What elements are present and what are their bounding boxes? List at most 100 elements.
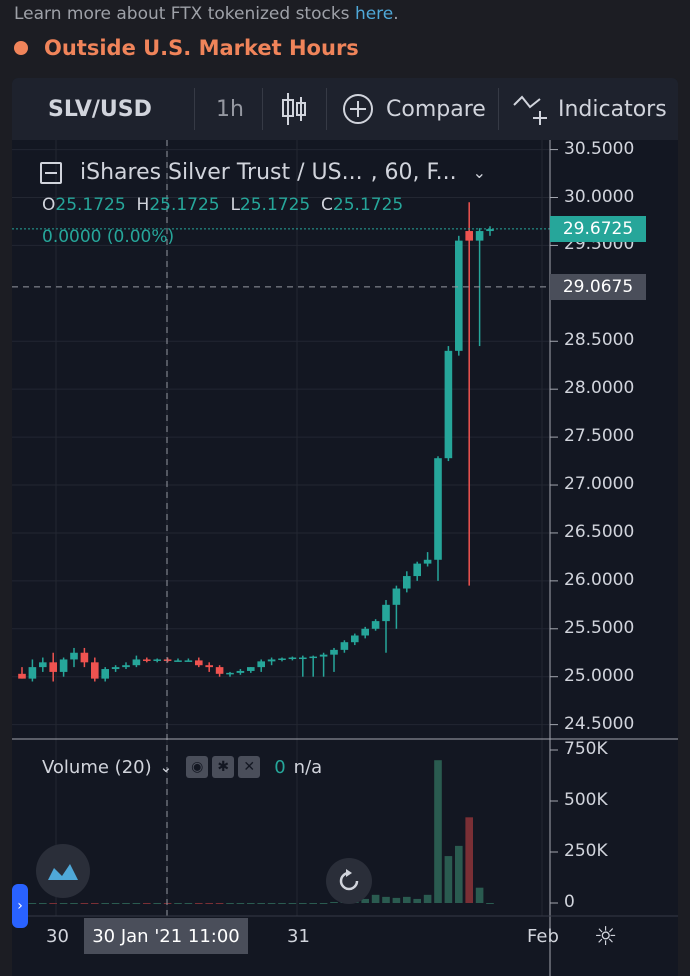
volume-legend[interactable]: Volume (20) ⌄ ◉ ✱ ✕ 0 n/a — [42, 756, 322, 778]
candle-body — [340, 642, 349, 650]
volume-tick-label: 750K — [564, 739, 608, 759]
volume-bar — [132, 903, 141, 904]
here-link[interactable]: here — [354, 4, 394, 24]
logo-button[interactable] — [36, 844, 90, 898]
volume-bar — [236, 903, 245, 904]
price-tick-label: 28.5000 — [564, 330, 635, 351]
volume-bar — [309, 903, 317, 904]
candle-body — [288, 657, 297, 660]
candle-body — [39, 662, 47, 668]
candle-body — [28, 667, 37, 679]
low-label: L — [230, 195, 240, 215]
candle-body — [403, 576, 411, 589]
reset-chart-button[interactable] — [326, 858, 372, 904]
chevron-down-icon[interactable]: ⌄ — [472, 163, 487, 182]
symbol-button[interactable]: SLV/USD — [48, 96, 152, 122]
sun-icon[interactable]: ☼ — [594, 922, 618, 952]
close-icon[interactable]: ✕ — [238, 756, 261, 778]
candle-body — [226, 672, 234, 675]
series-legend[interactable]: iShares Silver Trust / US... , 60, F... … — [40, 160, 486, 185]
interval-button[interactable]: 1h — [216, 96, 244, 122]
last-price-label: 29.6725 — [550, 215, 646, 242]
gear-icon[interactable]: ✱ — [212, 756, 235, 778]
volume-bar — [288, 903, 297, 904]
open-label: O — [42, 195, 56, 215]
volume-bar — [28, 903, 37, 904]
candle-body — [132, 659, 141, 666]
price-tick-label: 24.5000 — [564, 713, 635, 734]
volume-na: n/a — [293, 756, 323, 778]
compare-button[interactable]: Compare — [342, 78, 486, 140]
candle-body — [278, 658, 286, 660]
chart-widget: SLV/USD 1h Compare — [12, 78, 678, 976]
volume-bar — [49, 903, 57, 904]
ftx-info-banner: Learn more about FTX tokenized stocks he… — [14, 4, 399, 24]
chart-type-button[interactable] — [280, 78, 308, 140]
candle-body — [330, 649, 338, 655]
open-value: 25.1725 — [55, 195, 126, 215]
volume-bar — [205, 903, 213, 904]
high-label: H — [136, 195, 150, 215]
candle-body — [382, 604, 390, 622]
price-tick-label: 25.5000 — [564, 617, 635, 638]
candle-body — [247, 667, 255, 671]
candle-body — [18, 673, 26, 679]
price-tick-label: 30.0000 — [564, 186, 635, 207]
crosshair-time-label: 30 Jan '21 11:00 — [84, 918, 248, 954]
price-tick-label: 28.0000 — [564, 378, 635, 399]
side-panel-toggle[interactable]: › — [12, 884, 28, 928]
volume-bar — [330, 901, 338, 903]
candle-body — [309, 656, 317, 659]
candle-body — [70, 652, 78, 660]
volume-bar — [278, 903, 286, 904]
candle-body — [184, 660, 193, 662]
volume-bar — [101, 903, 109, 904]
plus-circle-icon — [343, 94, 373, 124]
volume-bar — [195, 903, 203, 904]
candle-body — [434, 458, 442, 560]
volume-bar — [444, 856, 453, 903]
volume-bar — [59, 903, 68, 904]
volume-bar — [475, 887, 484, 903]
price-tick-label: 26.5000 — [564, 521, 635, 542]
candle-body — [153, 659, 161, 661]
change-readout: 0.0000 (0.00%) — [42, 227, 175, 247]
close-value: 25.1725 — [332, 195, 404, 215]
candle-body — [143, 659, 151, 661]
volume-bar — [299, 903, 307, 904]
volume-bar — [382, 896, 390, 903]
chart-toolbar: SLV/USD 1h Compare — [12, 78, 678, 140]
candle-body — [267, 659, 276, 662]
volume-bar — [122, 903, 130, 904]
price-tick-label: 25.0000 — [564, 665, 635, 686]
candle-body — [319, 654, 328, 657]
candle-body — [465, 231, 473, 241]
chart-canvas[interactable] — [12, 140, 678, 976]
banner-suffix: . — [393, 4, 399, 24]
volume-bar — [153, 903, 161, 904]
candle-body — [486, 229, 494, 232]
toolbar-divider — [326, 88, 327, 130]
candle-body — [455, 240, 463, 351]
chevron-down-icon[interactable]: ⌄ — [159, 758, 173, 776]
candle-body — [49, 662, 57, 672]
banner-text: Learn more about FTX tokenized stocks — [14, 4, 355, 24]
collapse-icon[interactable] — [40, 161, 62, 184]
volume-bar — [163, 903, 172, 904]
volume-bar — [486, 903, 494, 904]
indicators-button[interactable]: Indicators — [512, 78, 670, 140]
cloud-logo-icon — [48, 864, 78, 880]
candle-body — [163, 659, 172, 661]
candle-body — [475, 231, 484, 241]
volume-tick-label: 250K — [564, 841, 608, 861]
price-tick-label: 30.5000 — [564, 138, 635, 159]
candle-body — [257, 661, 265, 668]
volume-bar — [91, 903, 99, 904]
candle-body — [91, 662, 99, 679]
eye-icon[interactable]: ◉ — [186, 756, 209, 778]
candle-body — [174, 660, 182, 662]
toolbar-divider — [498, 88, 499, 130]
candle-body — [236, 670, 245, 673]
indicators-icon — [513, 95, 547, 125]
candlestick-icon — [282, 93, 306, 125]
